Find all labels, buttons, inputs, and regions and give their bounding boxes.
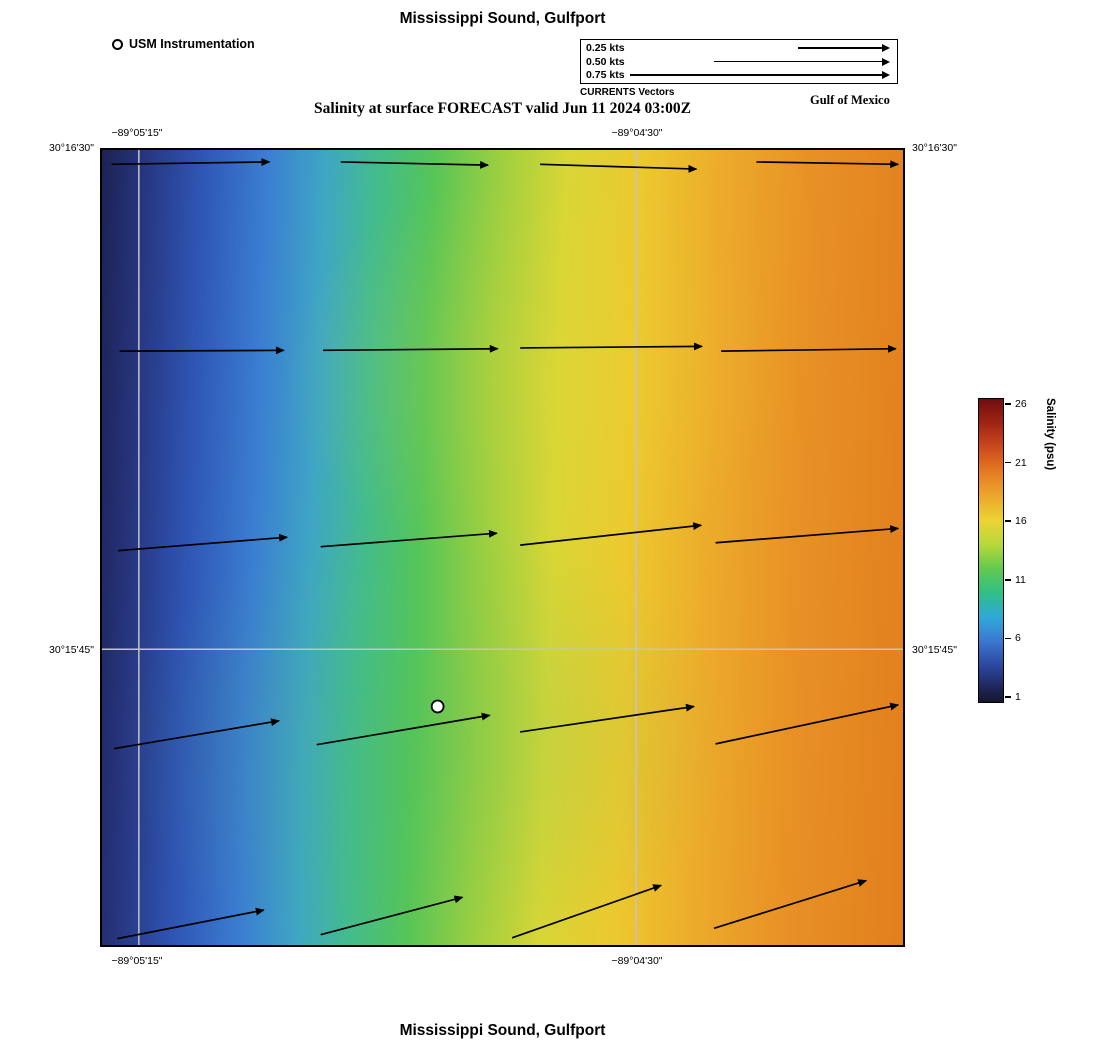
axis-label-right-lower: 30°15'45" [912, 644, 957, 656]
arrow-head-icon [882, 44, 890, 52]
usm-legend: USM Instrumentation [112, 37, 255, 51]
colorbar-tick: 26 [1005, 398, 1027, 410]
colorbar-tick: 21 [1005, 457, 1027, 469]
axis-label-top-right: −89°04'30" [611, 127, 663, 139]
speed-row: 0.25 kts [586, 42, 892, 54]
speed-row: 0.50 kts [586, 56, 892, 68]
speed-label: 0.25 kts [586, 42, 625, 54]
colorbar-ticks: 26 21 16 11 6 1 [1005, 398, 1051, 703]
page-title: Mississippi Sound, Gulfport [399, 10, 606, 27]
gulf-of-mexico-label: Gulf of Mexico [810, 93, 890, 107]
salinity-map [100, 148, 905, 947]
arrow-head-icon [882, 71, 890, 79]
arrow-head-icon [882, 57, 890, 66]
speed-arrow [630, 71, 890, 79]
usm-legend-label: USM Instrumentation [129, 37, 255, 51]
current-vectors-legend: 0.25 kts 0.50 kts 0.75 kts [580, 39, 898, 84]
currents-vectors-caption: CURRENTS Vectors [580, 87, 675, 98]
speed-label: 0.75 kts [586, 69, 625, 81]
axis-label-bottom-left: −89°05'15" [111, 955, 163, 967]
speed-label: 0.50 kts [586, 55, 625, 68]
footer-title: Mississippi Sound, Gulfport [399, 1022, 606, 1039]
axis-label-bottom-right: −89°04'30" [611, 955, 663, 967]
arrow-line [714, 60, 882, 63]
axis-label-right-upper: 30°16'30" [912, 142, 957, 154]
colorbar-gradient [978, 398, 1004, 703]
axis-label-top-left: −89°05'15" [111, 127, 163, 139]
vector-overlay [102, 150, 903, 945]
speed-arrow [714, 57, 890, 66]
colorbar-tick: 1 [1005, 691, 1021, 703]
speed-arrow [798, 44, 890, 52]
colorbar-tick: 6 [1005, 632, 1021, 644]
axis-label-left-upper: 30°16'30" [49, 142, 94, 154]
station-marker-icon [112, 38, 123, 50]
speed-row: 0.75 kts [586, 69, 892, 81]
colorbar-label: Salinity (psu) [1044, 398, 1056, 471]
colorbar-tick: 16 [1005, 515, 1027, 527]
axis-label-left-lower: 30°15'45" [49, 644, 94, 656]
arrow-line [798, 47, 882, 49]
forecast-subtitle: Salinity at surface FORECAST valid Jun 1… [314, 100, 691, 117]
colorbar-tick: 11 [1005, 574, 1026, 586]
arrow-line [630, 74, 882, 76]
